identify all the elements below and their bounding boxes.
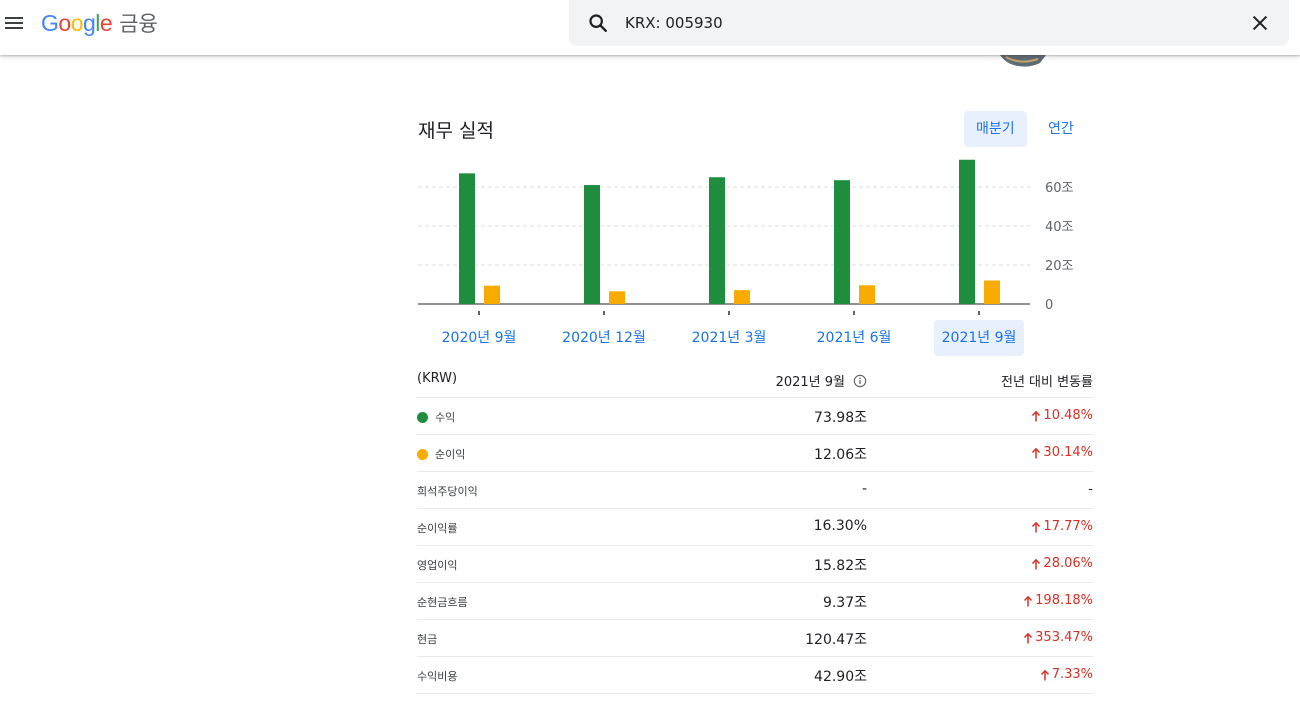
revenue-bar[interactable] (459, 173, 475, 304)
metric-value: 15.82조 (814, 558, 867, 574)
menu-icon-line (5, 27, 23, 29)
metric-label: 희석주당이익 (417, 483, 478, 499)
metric-label: 현금 (417, 631, 437, 647)
yoy-change-text: 17.77% (1043, 519, 1093, 534)
table-row: 순현금흐름 9.37조 198.18% (417, 583, 1093, 620)
table-row: 현금 120.47조 353.47% (417, 620, 1093, 657)
search-bar (569, 0, 1289, 46)
metric-label-text: 수익 (435, 411, 456, 424)
table-row: 희석주당이익 - - (417, 472, 1093, 509)
yoy-change: 30.14% (1031, 445, 1093, 460)
arrow-up-icon (1032, 447, 1041, 458)
logo-product-name: 금융 (119, 12, 158, 36)
y-tick-label: 20조 (1045, 259, 1074, 274)
period-label[interactable]: 2021년 9월 (933, 320, 1025, 356)
section-title: 재무 실적 (418, 120, 494, 142)
table-row: 영업이익 15.82조 28.06% (417, 546, 1093, 583)
search-input[interactable] (625, 9, 1225, 37)
metric-label-text: 수익비용 (417, 670, 458, 683)
revenue-bar[interactable] (834, 180, 850, 304)
partial-thumbnail-image (1000, 55, 1046, 67)
net-income-bar[interactable] (859, 285, 875, 304)
period-header: 2021년 9월 (776, 371, 867, 390)
yoy-change: 353.47% (1023, 630, 1093, 645)
metric-label-text: 영업이익 (417, 559, 458, 572)
y-tick-label: 40조 (1045, 220, 1074, 235)
net-income-bar[interactable] (734, 290, 750, 304)
legend-dot-icon (417, 411, 428, 423)
metric-label: 수익 (417, 409, 455, 425)
revenue-bar[interactable] (584, 185, 600, 304)
metric-value: 16.30% (813, 518, 867, 534)
financials-table: (KRW) 2021년 9월 전년 대비 변동률 수익 73.98조 10.48% 순… (417, 360, 1093, 694)
metric-label-text: 순이익률 (417, 522, 458, 535)
arrow-up-icon (1032, 558, 1041, 569)
arrow-up-icon (1032, 521, 1041, 532)
yoy-change-text: 7.33% (1051, 667, 1093, 682)
table-row: 수익비용 42.90조 7.33% (417, 657, 1093, 694)
net-income-bar[interactable] (484, 285, 500, 304)
metric-value: 9.37조 (822, 595, 867, 611)
yoy-change-text: 353.47% (1035, 630, 1093, 645)
yoy-change: 17.77% (1031, 519, 1093, 534)
yoy-change: 10.48% (1031, 408, 1093, 423)
info-icon[interactable] (853, 374, 867, 388)
period-label[interactable]: 2021년 6월 (816, 330, 892, 346)
metric-value: - (861, 481, 867, 497)
annual-toggle[interactable]: 연간 (1036, 111, 1086, 147)
metric-label: 순이익 (417, 446, 465, 462)
period-header-label: 2021년 9월 (775, 375, 845, 390)
arrow-up-icon (1024, 632, 1033, 643)
period-label[interactable]: 2020년 9월 (441, 330, 517, 346)
clear-search-icon[interactable] (1249, 12, 1271, 34)
table-row: 순이익 12.06조 30.14% (417, 435, 1093, 472)
yoy-change: 28.06% (1031, 556, 1093, 571)
table-row: 수익 73.98조 10.48% (417, 398, 1093, 435)
yoy-change-text: 30.14% (1043, 445, 1093, 460)
top-app-bar: Google 금융 (0, 0, 1300, 55)
metric-label-text: 순이익 (435, 448, 466, 461)
metric-value: 120.47조 (805, 632, 867, 648)
arrow-up-icon (1040, 669, 1049, 680)
metric-label: 영업이익 (417, 557, 457, 573)
menu-icon-line (5, 22, 23, 24)
yoy-change: 198.18% (1023, 593, 1093, 608)
period-label[interactable]: 2021년 3월 (691, 330, 767, 346)
google-wordmark: Google (41, 10, 113, 36)
metric-label-text: 순현금흐름 (417, 596, 468, 609)
y-tick-label: 0 (1045, 298, 1053, 313)
yoy-change-text: 28.06% (1043, 556, 1093, 571)
change-header: 전년 대비 변동률 (1001, 375, 1093, 390)
metric-value: 73.98조 (814, 410, 867, 426)
yoy-change-text: - (1088, 482, 1093, 497)
metric-label-text: 희석주당이익 (417, 485, 478, 498)
metric-value: 12.06조 (814, 447, 867, 463)
arrow-up-icon (1024, 595, 1033, 606)
period-label[interactable]: 2020년 12월 (562, 330, 646, 346)
metric-label: 수익비용 (417, 668, 457, 684)
yoy-change-text: 10.48% (1043, 408, 1093, 423)
quarterly-toggle[interactable]: 매분기 (964, 111, 1027, 147)
google-finance-logo[interactable]: Google 금융 (41, 8, 158, 38)
metric-label-text: 현금 (417, 633, 438, 646)
search-icon[interactable] (587, 12, 609, 34)
net-income-bar[interactable] (609, 291, 625, 304)
yoy-change: - (1088, 482, 1093, 497)
metric-value: 42.90조 (814, 669, 867, 685)
legend-dot-icon (417, 448, 428, 460)
table-row: 순이익률 16.30% 17.77% (417, 509, 1093, 546)
menu-icon-line (5, 17, 23, 19)
net-income-bar[interactable] (984, 280, 1000, 304)
metric-label: 순이익률 (417, 520, 457, 536)
yoy-change-text: 198.18% (1035, 593, 1093, 608)
metric-label: 순현금흐름 (417, 594, 468, 610)
y-tick-label: 60조 (1045, 181, 1074, 196)
yoy-change: 7.33% (1040, 667, 1093, 682)
main-menu-button[interactable] (3, 10, 25, 34)
unit-header: (KRW) (417, 371, 458, 386)
table-header: (KRW) 2021년 9월 전년 대비 변동률 (417, 360, 1093, 398)
revenue-bar[interactable] (959, 159, 975, 304)
arrow-up-icon (1032, 410, 1041, 421)
revenue-bar[interactable] (709, 177, 725, 304)
